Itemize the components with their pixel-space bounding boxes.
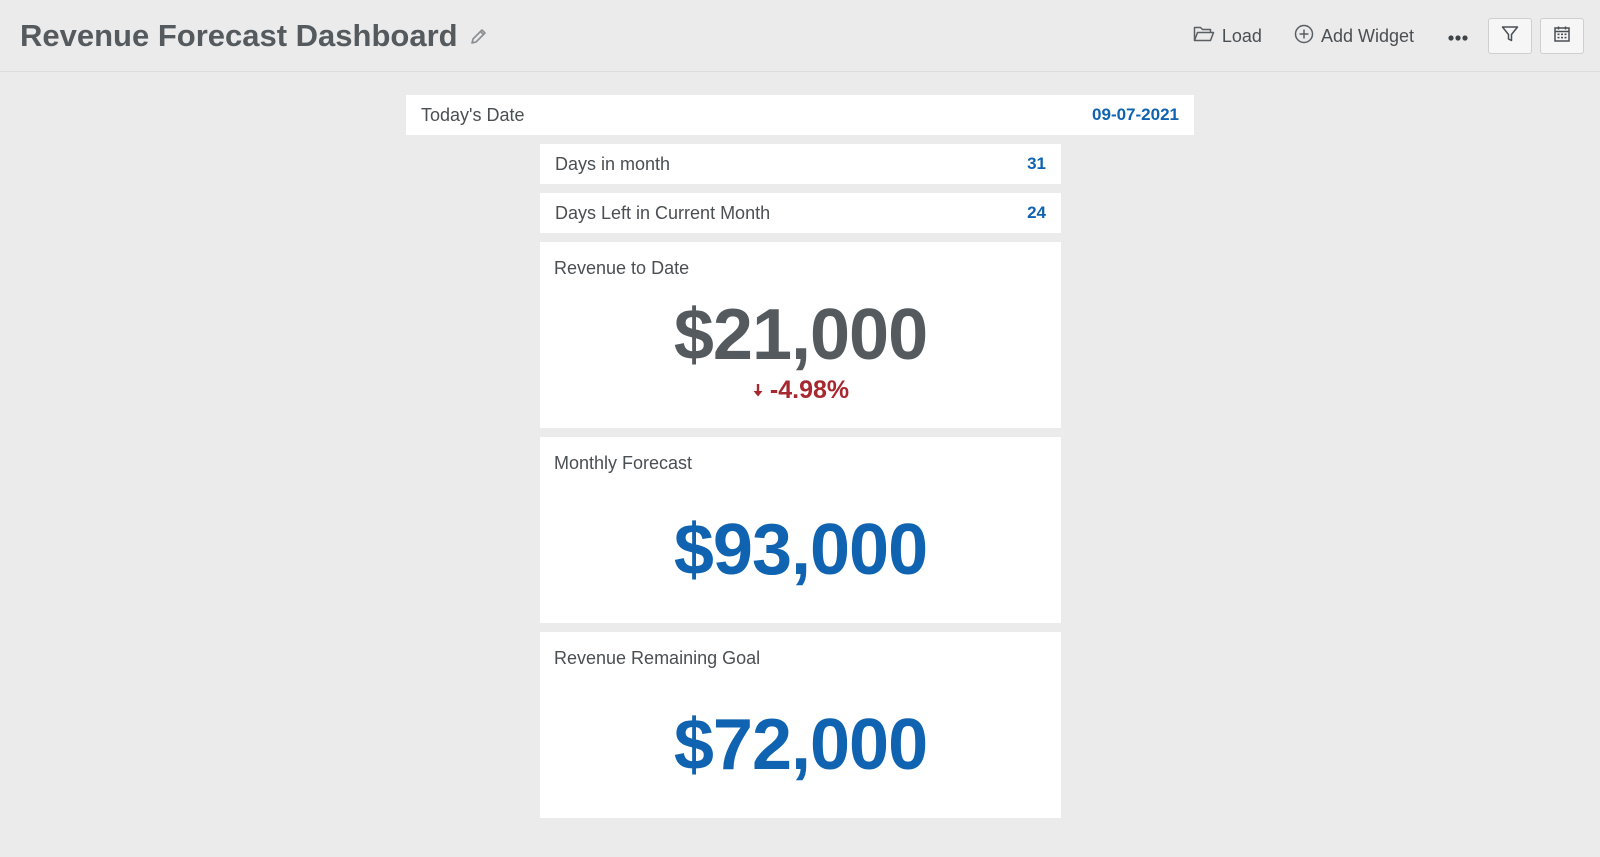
more-options-button[interactable]	[1436, 18, 1480, 54]
revenue-to-date-widget[interactable]: Revenue to Date $21,000 -4.98%	[540, 242, 1061, 428]
load-label: Load	[1221, 25, 1262, 46]
toolbar: Load Add Widget	[1181, 16, 1584, 56]
dashboard-header: Revenue Forecast Dashboard Load	[0, 0, 1600, 72]
plus-circle-icon	[1294, 24, 1314, 49]
page-title: Revenue Forecast Dashboard	[20, 18, 458, 53]
calendar-icon	[1553, 25, 1571, 48]
todays-date-widget[interactable]: Today's Date 09-07-2021	[406, 95, 1194, 135]
revenue-remaining-goal-widget[interactable]: Revenue Remaining Goal $72,000	[540, 632, 1061, 818]
revenue-remaining-goal-label: Revenue Remaining Goal	[554, 648, 761, 668]
days-in-month-label: Days in month	[555, 153, 671, 174]
days-left-label: Days Left in Current Month	[555, 202, 771, 223]
days-in-month-widget[interactable]: Days in month 31	[540, 144, 1061, 184]
add-widget-label: Add Widget	[1320, 25, 1414, 46]
filter-button[interactable]	[1488, 18, 1532, 54]
revenue-to-date-value: $21,000	[673, 295, 928, 375]
load-button[interactable]: Load	[1181, 18, 1274, 54]
calendar-button[interactable]	[1540, 18, 1584, 54]
ellipsis-icon	[1447, 26, 1469, 47]
revenue-change-indicator: -4.98%	[540, 376, 1061, 405]
folder-open-icon	[1193, 25, 1215, 48]
revenue-remaining-goal-value: $72,000	[673, 705, 928, 785]
monthly-forecast-widget[interactable]: Monthly Forecast $93,000	[540, 437, 1061, 623]
todays-date-value: 09-07-2021	[1092, 105, 1179, 124]
filter-icon	[1500, 24, 1520, 49]
days-in-month-value: 31	[1027, 154, 1046, 173]
pencil-icon[interactable]	[468, 25, 490, 47]
revenue-to-date-label: Revenue to Date	[554, 258, 690, 278]
add-widget-button[interactable]: Add Widget	[1282, 18, 1426, 54]
monthly-forecast-label: Monthly Forecast	[554, 453, 693, 473]
arrow-down-icon	[752, 376, 764, 405]
days-left-value: 24	[1027, 203, 1046, 222]
monthly-forecast-value: $93,000	[673, 510, 928, 590]
todays-date-label: Today's Date	[421, 104, 525, 125]
title-area: Revenue Forecast Dashboard	[20, 14, 490, 58]
days-left-widget[interactable]: Days Left in Current Month 24	[540, 193, 1061, 233]
revenue-change-value: -4.98%	[769, 376, 850, 404]
